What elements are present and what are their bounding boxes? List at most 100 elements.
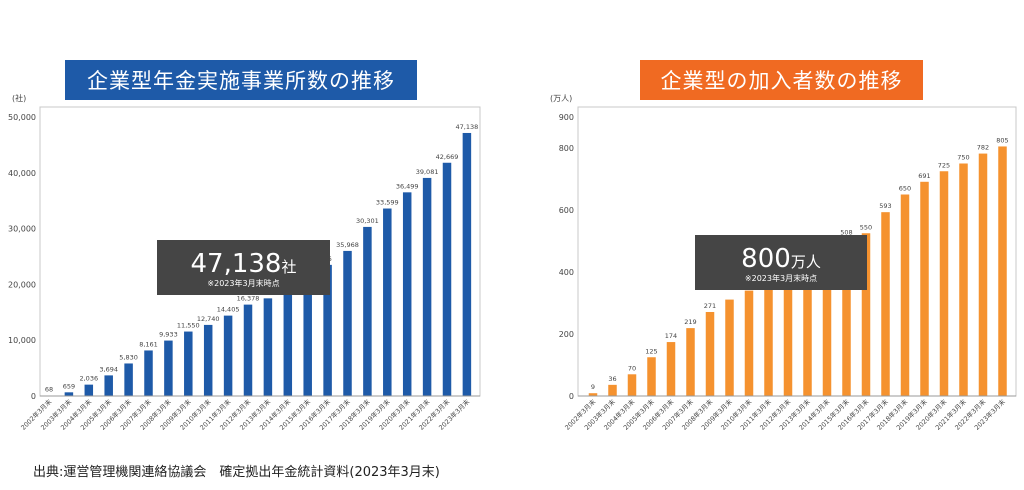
data-label: 593 xyxy=(879,202,891,210)
bar xyxy=(608,384,617,396)
data-label: 508 xyxy=(840,229,852,237)
bar xyxy=(184,331,193,396)
data-label: 9,933 xyxy=(159,331,178,339)
data-label: 271 xyxy=(704,302,716,310)
bar xyxy=(462,132,472,396)
chart-title-members: 企業型の加入者数の推移 xyxy=(640,60,923,100)
bar xyxy=(144,350,153,396)
y-tick-label: 400 xyxy=(559,268,574,277)
bar xyxy=(422,177,432,396)
callout-note: ※2023年3月末時点 xyxy=(745,273,817,283)
data-label: 659 xyxy=(63,382,75,390)
callout-value: 800万人 xyxy=(741,244,821,274)
data-label: 11,550 xyxy=(177,322,200,330)
bar xyxy=(744,290,754,396)
y-tick-label: 20,000 xyxy=(8,280,36,289)
data-label: 650 xyxy=(899,185,911,193)
data-label: 36 xyxy=(608,375,616,383)
bar xyxy=(323,264,332,396)
data-label: 30,301 xyxy=(356,217,379,225)
bar xyxy=(998,146,1007,396)
y-unit-label: (社) xyxy=(12,93,26,103)
y-tick-label: 50,000 xyxy=(8,113,36,122)
data-label: 70 xyxy=(628,364,636,372)
bar xyxy=(647,357,656,396)
data-label: 219 xyxy=(684,318,696,326)
source-note: 出典:運営管理機関連絡協議会 確定拠出年金統計資料(2023年3月末) xyxy=(33,465,440,480)
bar xyxy=(402,192,412,396)
data-label: 750 xyxy=(957,154,969,162)
data-label: 2,036 xyxy=(79,375,98,383)
data-label: 16,378 xyxy=(237,295,260,303)
data-label: 174 xyxy=(665,332,677,340)
total-callout: 47,138社※2023年3月末時点 xyxy=(157,240,330,295)
callout-box xyxy=(695,235,867,290)
data-label: 42,669 xyxy=(436,153,459,161)
bar xyxy=(64,392,74,396)
bar xyxy=(104,375,113,396)
data-label: 125 xyxy=(645,347,657,355)
data-label: 47,138 xyxy=(456,123,479,131)
bar xyxy=(243,304,253,396)
data-label: 33,599 xyxy=(376,199,399,207)
data-label: 5,830 xyxy=(119,353,138,361)
data-label: 3,694 xyxy=(99,365,118,373)
callout-value: 47,138社 xyxy=(191,249,297,279)
y-unit-label: (万人) xyxy=(550,94,572,103)
y-tick-label: 30,000 xyxy=(8,225,36,234)
y-tick-label: 10,000 xyxy=(8,336,36,345)
y-tick-label: 0 xyxy=(569,392,574,401)
bar xyxy=(124,363,133,396)
bar xyxy=(686,328,695,396)
bar xyxy=(263,298,273,396)
data-label: 14,405 xyxy=(217,306,240,314)
bar xyxy=(803,252,812,396)
data-label: 35,968 xyxy=(336,241,359,249)
bar xyxy=(783,265,793,396)
y-tick-label: 600 xyxy=(559,206,574,215)
data-label: 12,740 xyxy=(197,315,220,323)
bar xyxy=(881,212,890,396)
bar xyxy=(861,233,871,396)
data-label: 782 xyxy=(977,144,989,152)
data-label: 36,499 xyxy=(396,182,419,190)
data-label: 39,081 xyxy=(416,168,439,176)
bar xyxy=(203,324,213,396)
data-label: 8,161 xyxy=(139,340,158,348)
bar xyxy=(588,393,598,396)
data-label: 550 xyxy=(860,223,872,231)
bar xyxy=(822,247,832,396)
bar xyxy=(164,340,173,396)
callout-box xyxy=(157,240,330,295)
data-label: 9 xyxy=(591,383,595,391)
bar xyxy=(303,284,312,396)
bar xyxy=(705,311,715,396)
y-tick-label: 40,000 xyxy=(8,169,36,178)
total-callout: 800万人※2023年3月末時点 xyxy=(695,235,867,290)
data-label: 691 xyxy=(918,172,930,180)
callout-note: ※2023年3月末時点 xyxy=(207,278,279,288)
bar xyxy=(666,342,676,396)
y-tick-label: 0 xyxy=(31,392,36,401)
bar xyxy=(84,384,94,396)
data-label: 725 xyxy=(938,161,950,169)
data-label: 68 xyxy=(45,386,53,394)
y-tick-label: 900 xyxy=(559,113,574,122)
bar xyxy=(920,181,929,396)
bar xyxy=(764,280,773,396)
bar xyxy=(383,208,392,396)
y-tick-label: 800 xyxy=(559,144,574,153)
bar xyxy=(978,153,988,396)
bar xyxy=(283,289,293,396)
bar xyxy=(363,226,372,396)
bar xyxy=(725,299,734,396)
bar xyxy=(842,238,851,396)
bar xyxy=(627,374,637,396)
y-tick-label: 200 xyxy=(559,330,574,339)
bar xyxy=(959,163,968,396)
bar xyxy=(343,250,352,396)
bar xyxy=(442,162,452,396)
bar xyxy=(900,194,910,396)
